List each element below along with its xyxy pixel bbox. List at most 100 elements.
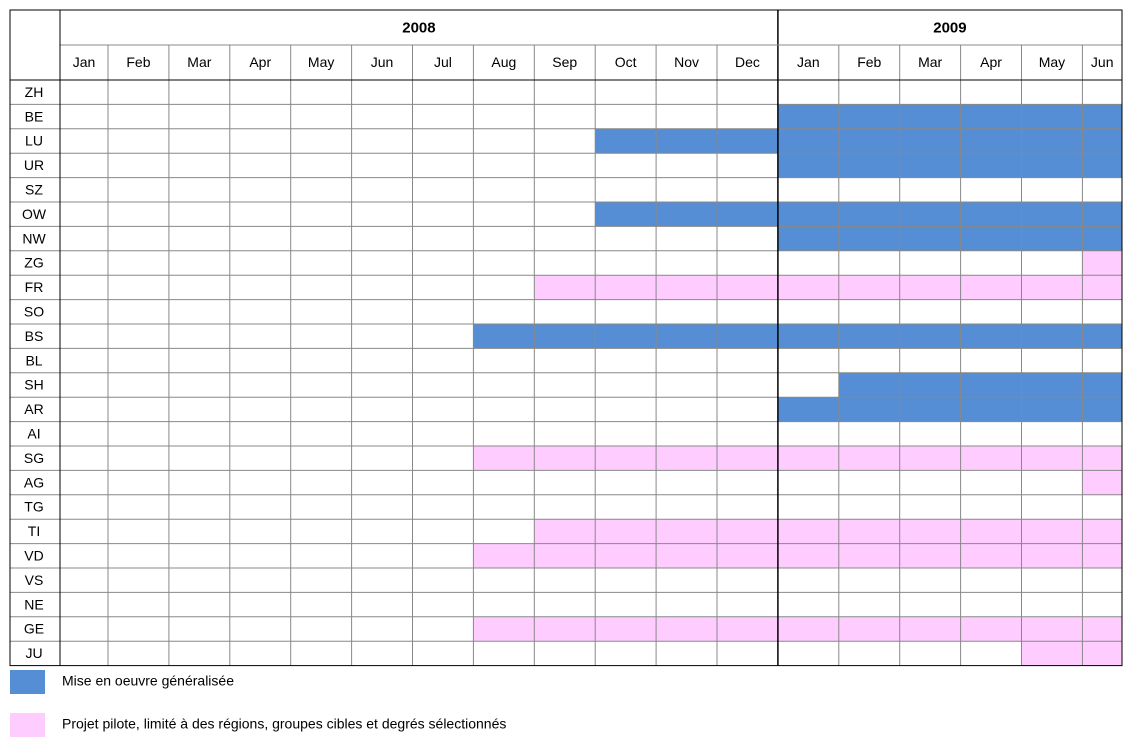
cell-fill — [534, 519, 596, 544]
cell-fill — [899, 616, 961, 642]
cell-fill — [1021, 153, 1083, 178]
cell-fill — [899, 543, 961, 568]
cell-fill — [960, 324, 1022, 349]
cell-fill — [838, 616, 900, 642]
cell-fill — [473, 446, 535, 471]
row-label: SO — [24, 304, 44, 320]
cell-fill — [1082, 616, 1122, 642]
cell-fill — [473, 616, 535, 642]
cell-fill — [960, 446, 1022, 471]
cell-fill — [838, 372, 900, 398]
cell-fill — [534, 616, 596, 642]
row-label: SZ — [25, 182, 43, 198]
year-label: 2008 — [402, 19, 435, 36]
row-label: AI — [27, 426, 40, 442]
cell-fill — [1082, 543, 1122, 568]
cell-fill — [595, 324, 657, 349]
cell-fill — [1082, 641, 1122, 666]
cell-fill — [838, 543, 900, 568]
legend-swatch — [10, 670, 45, 694]
legend-swatch — [10, 713, 45, 737]
row-label: VD — [24, 548, 43, 564]
cell-fill — [960, 543, 1022, 568]
cell-fill — [777, 324, 839, 349]
cell-fill — [777, 616, 839, 642]
cell-fill — [1021, 543, 1083, 568]
month-label: Aug — [491, 54, 516, 70]
cell-fill — [1021, 128, 1083, 154]
cell-fill — [777, 275, 839, 300]
cell-fill — [595, 616, 657, 642]
cell-fill — [656, 543, 717, 568]
month-label: Jun — [1091, 54, 1114, 70]
cell-fill — [1021, 616, 1083, 642]
cell-fill — [1021, 641, 1083, 666]
border — [9, 9, 1123, 667]
cell-fill — [777, 202, 839, 227]
month-label: Apr — [980, 54, 1002, 70]
cell-fill — [899, 519, 961, 544]
cell-fill — [1021, 202, 1083, 227]
cell-fill — [473, 324, 535, 349]
month-label: Nov — [674, 54, 699, 70]
cell-fill — [838, 104, 900, 129]
cell-fill — [595, 202, 657, 227]
cell-fill — [838, 202, 900, 227]
cell-fill — [960, 397, 1022, 422]
month-label: May — [1039, 54, 1065, 70]
cell-fill — [717, 543, 778, 568]
cell-fill — [534, 324, 596, 349]
cell-fill — [777, 543, 839, 568]
month-label: Dec — [735, 54, 760, 70]
cell-fill — [1021, 324, 1083, 349]
row-label: AG — [24, 474, 44, 490]
cell-fill — [960, 519, 1022, 544]
cell-fill — [1082, 128, 1122, 154]
cell-fill — [1021, 226, 1083, 251]
row-label: FR — [25, 279, 44, 295]
cell-fill — [1021, 446, 1083, 471]
month-label: Apr — [249, 54, 271, 70]
cell-fill — [717, 446, 778, 471]
cell-fill — [595, 543, 657, 568]
cell-fill — [899, 372, 961, 398]
cell-fill — [1082, 372, 1122, 398]
cell-fill — [656, 616, 717, 642]
cell-fill — [899, 104, 961, 129]
cell-fill — [899, 226, 961, 251]
cell-fill — [656, 275, 717, 300]
cell-fill — [960, 153, 1022, 178]
cell-fill — [534, 275, 596, 300]
month-label: Jul — [434, 54, 452, 70]
cell-fill — [656, 519, 717, 544]
row-label: UR — [24, 157, 44, 173]
cell-fill — [656, 446, 717, 471]
cell-fill — [899, 128, 961, 154]
month-label: Mar — [187, 54, 211, 70]
row-label: SG — [24, 450, 44, 466]
cell-fill — [899, 153, 961, 178]
year-label: 2009 — [933, 19, 966, 36]
cell-fill — [777, 153, 839, 178]
row-label: NW — [22, 230, 46, 246]
cell-fill — [534, 543, 596, 568]
row-label: ZG — [24, 255, 43, 271]
cell-fill — [717, 275, 778, 300]
cell-fill — [838, 275, 900, 300]
row-label: ZH — [25, 84, 44, 100]
cell-fill — [595, 519, 657, 544]
cell-fill — [838, 128, 900, 154]
cell-fill — [1082, 397, 1122, 422]
cell-fill — [960, 202, 1022, 227]
row-label: AR — [24, 401, 43, 417]
row-label: VS — [25, 572, 44, 588]
cell-fill — [1021, 519, 1083, 544]
cell-fill — [777, 519, 839, 544]
month-label: May — [308, 54, 334, 70]
row-label: LU — [25, 133, 43, 149]
cell-fill — [1082, 446, 1122, 471]
cell-fill — [717, 519, 778, 544]
month-label: Sep — [552, 54, 577, 70]
cell-fill — [595, 128, 657, 154]
